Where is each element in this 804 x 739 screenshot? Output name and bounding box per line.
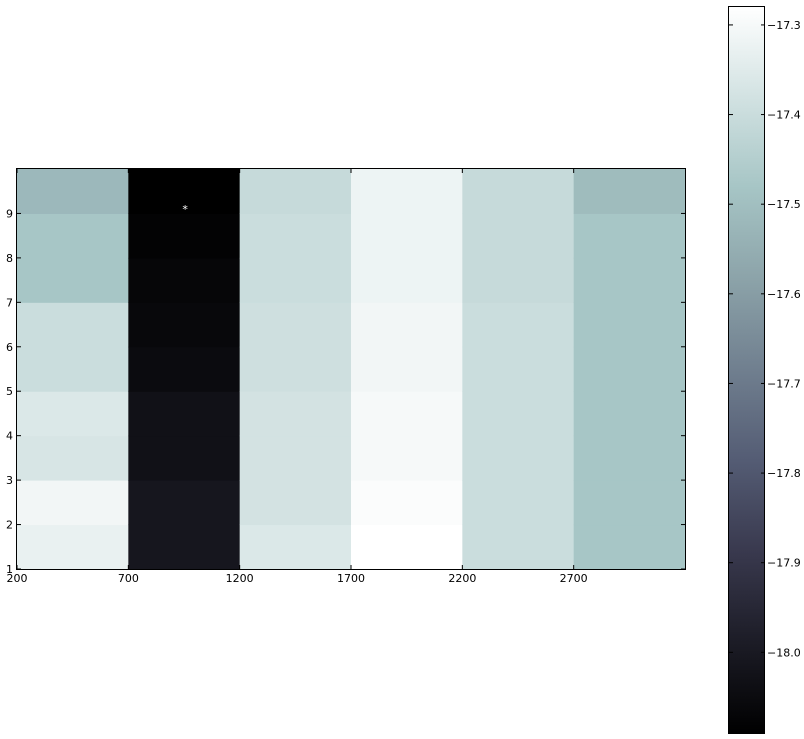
colorbar-tick-label: −17.3 <box>767 19 801 32</box>
heatmap-cell <box>573 480 686 526</box>
x-tick-label: 1200 <box>226 572 254 585</box>
heatmap-cell <box>351 302 463 348</box>
colorbar-ticks: −17.3 −17.4 −17.5 −17.6 −17.7 −17.8 −17.9 −18.0 <box>729 19 801 659</box>
heatmap-cell <box>573 346 686 392</box>
y-tick-label: 7 <box>6 296 13 309</box>
heatmap-cell <box>351 169 463 214</box>
heatmap-cell <box>573 391 686 437</box>
data-marker: * <box>182 203 188 216</box>
y-tick-label: 1 <box>6 563 13 576</box>
x-tick-label: 2700 <box>560 572 588 585</box>
heatmap-cell <box>351 257 463 303</box>
colorbar-tick-label: −18.0 <box>767 646 801 659</box>
heatmap-cell <box>239 480 352 526</box>
heatmap-cell <box>17 346 129 392</box>
heatmap-cell <box>573 524 686 570</box>
heatmap-cell <box>573 169 686 214</box>
heatmap-cell <box>128 480 241 526</box>
x-tick-label: 1700 <box>337 572 365 585</box>
heatmap-cell <box>351 346 463 392</box>
heatmap-cell <box>17 480 129 526</box>
heatmap-cell <box>128 213 241 259</box>
y-tick-label: 2 <box>6 519 13 532</box>
heatmap-cell <box>128 302 241 348</box>
x-tick-label: 200 <box>7 572 28 585</box>
heatmap-cell <box>239 169 352 214</box>
heatmap-cell <box>17 257 129 303</box>
heatmap-cell <box>462 302 575 348</box>
heatmap-cell <box>462 213 575 259</box>
heatmap-cell <box>17 169 129 214</box>
heatmap-cell <box>239 391 352 437</box>
colorbar-tick-label: −17.5 <box>767 198 801 211</box>
heatmap-cell <box>462 169 575 214</box>
heatmap-cells <box>17 169 686 570</box>
colorbar-tick-label: −17.6 <box>767 288 801 301</box>
y-tick-label: 8 <box>6 252 13 265</box>
plot-area-frame <box>16 168 686 570</box>
y-tick-label: 5 <box>6 385 13 398</box>
colorbar-tick-label: −17.7 <box>767 377 801 390</box>
heatmap-cell <box>462 480 575 526</box>
heatmap-cell <box>351 435 463 481</box>
heatmap-cell <box>128 524 241 570</box>
heatmap-cell <box>573 302 686 348</box>
colorbar-tick-label: −17.4 <box>767 109 801 122</box>
y-tick-label: 6 <box>6 341 13 354</box>
colorbar-tick-label: −17.8 <box>767 467 801 480</box>
heatmap-cell <box>573 435 686 481</box>
x-axis: 200 700 1200 1700 2200 2700 <box>7 169 588 585</box>
y-axis: 1 2 3 4 5 6 7 8 9 <box>6 207 685 576</box>
heatmap-cell <box>128 391 241 437</box>
heatmap-cell <box>462 391 575 437</box>
heatmap-cell <box>239 257 352 303</box>
heatmap-cell <box>17 435 129 481</box>
heatmap-cell <box>239 435 352 481</box>
heatmap-cell <box>128 169 241 214</box>
y-tick-label: 4 <box>6 430 13 443</box>
heatmap-cell <box>128 346 241 392</box>
x-tick-label: 2200 <box>448 572 476 585</box>
heatmap-cell <box>128 435 241 481</box>
heatmap-cell <box>351 213 463 259</box>
heatmap-cell <box>351 391 463 437</box>
y-tick-label: 3 <box>6 474 13 487</box>
colorbar <box>728 6 765 734</box>
heatmap-cell <box>239 302 352 348</box>
heatmap-cell <box>462 257 575 303</box>
heatmap-cell <box>17 213 129 259</box>
heatmap-cell <box>17 524 129 570</box>
heatmap-cell <box>239 524 352 570</box>
heatmap-cell <box>573 213 686 259</box>
colorbar-tick-label: −17.9 <box>767 557 801 570</box>
heatmap-cell <box>128 257 241 303</box>
heatmap-cell <box>462 435 575 481</box>
heatmap-cell <box>17 302 129 348</box>
heatmap-cell <box>462 524 575 570</box>
heatmap-cell <box>462 346 575 392</box>
heatmap-cell <box>239 213 352 259</box>
heatmap-cell <box>17 391 129 437</box>
heatmap-cell <box>351 524 463 570</box>
y-tick-label: 9 <box>6 207 13 220</box>
heatmap-cell <box>239 346 352 392</box>
heatmap-cell <box>351 480 463 526</box>
heatmap-cell <box>573 257 686 303</box>
x-tick-label: 700 <box>118 572 139 585</box>
